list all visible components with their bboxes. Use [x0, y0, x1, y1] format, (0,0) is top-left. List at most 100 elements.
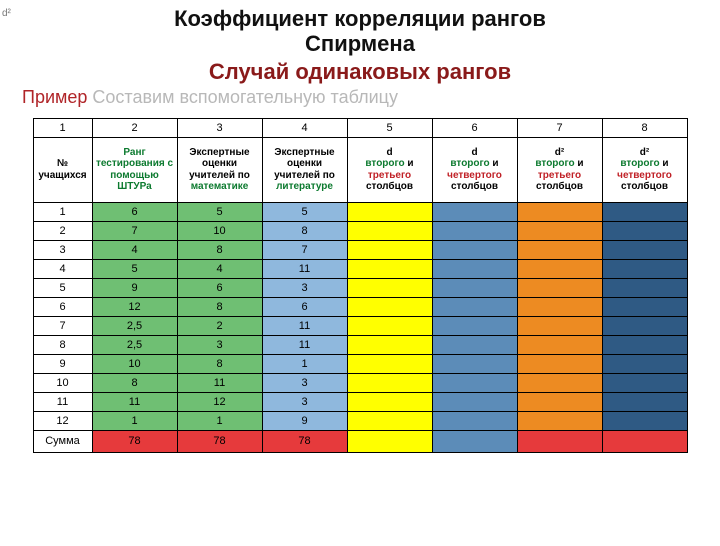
table-row: 45411: [33, 259, 687, 278]
h5-g: второго: [365, 158, 404, 169]
cell: [432, 221, 517, 240]
hnum-7: 7: [517, 118, 602, 137]
cell: [517, 354, 602, 373]
hlabel-3: Экспертные оценки учителей по математике: [177, 137, 262, 202]
hnum-8: 8: [602, 118, 687, 137]
cell: [347, 297, 432, 316]
cell: 8: [33, 335, 92, 354]
cell: [347, 221, 432, 240]
table-row: 1111123: [33, 392, 687, 411]
h6-t: столбцов: [451, 181, 498, 192]
table-row: 82,5311: [33, 335, 687, 354]
hlabel-7: d²второго и третьего столбцов: [517, 137, 602, 202]
cell: [347, 202, 432, 221]
cell: 4: [92, 240, 177, 259]
cell: 11: [92, 392, 177, 411]
cell: 10: [177, 221, 262, 240]
sum-row: Сумма 78 78 78: [33, 430, 687, 452]
hnum-6: 6: [432, 118, 517, 137]
cell: 5: [33, 278, 92, 297]
cell: 7: [33, 316, 92, 335]
hnum-1: 1: [33, 118, 92, 137]
h7-t: столбцов: [536, 181, 583, 192]
cell: 12: [177, 392, 262, 411]
sum-8: [602, 430, 687, 452]
cell: 2,5: [92, 335, 177, 354]
sum-c: 78: [262, 430, 347, 452]
cell: 3: [262, 373, 347, 392]
hlabel-4: Экспертные оценки учителей по литературе: [262, 137, 347, 202]
table-row: 61286: [33, 297, 687, 316]
cell: [602, 354, 687, 373]
page-subtitle: Случай одинаковых рангов: [0, 59, 720, 85]
cell: [517, 297, 602, 316]
cell: 7: [262, 240, 347, 259]
h5-and: и: [405, 158, 414, 169]
cell: 8: [177, 354, 262, 373]
cell: [432, 202, 517, 221]
cell: [602, 221, 687, 240]
cell: 5: [177, 202, 262, 221]
h7-and: и: [575, 158, 584, 169]
cell: [517, 202, 602, 221]
cell: 1: [92, 411, 177, 430]
cell: 4: [33, 259, 92, 278]
sum-7: [517, 430, 602, 452]
cell: [517, 316, 602, 335]
header-num-row: 1 2 3 4 5 6 7 8: [33, 118, 687, 137]
h6-r: четвертого: [447, 170, 502, 181]
cell: [517, 373, 602, 392]
cell: 2: [177, 316, 262, 335]
cell: [602, 297, 687, 316]
title-line1: Коэффициент корреляции рангов: [174, 6, 546, 31]
cell: [347, 335, 432, 354]
hnum-5: 5: [347, 118, 432, 137]
cell: [517, 392, 602, 411]
sum-a: 78: [92, 430, 177, 452]
h5-t: столбцов: [366, 181, 413, 192]
h7-r: третьего: [538, 170, 581, 181]
cell: [602, 373, 687, 392]
h5-a: d: [386, 147, 392, 158]
cell: [517, 240, 602, 259]
cell: 1: [33, 202, 92, 221]
sum-5: [347, 430, 432, 452]
cell: 10: [92, 354, 177, 373]
cell: [517, 411, 602, 430]
header-label-row: № учащихся Ранг тестирования с помощью Ш…: [33, 137, 687, 202]
cell: [432, 354, 517, 373]
h7-a: d²: [555, 147, 564, 158]
prompt-red: Пример: [22, 87, 87, 107]
cell: [602, 240, 687, 259]
cell: [432, 278, 517, 297]
cell: [602, 259, 687, 278]
cell: 11: [177, 373, 262, 392]
h8-r: четвертого: [617, 170, 672, 181]
h5-r: третьего: [368, 170, 411, 181]
cell: 8: [92, 373, 177, 392]
page-title: Коэффициент корреляции рангов Спирмена: [0, 6, 720, 57]
cell: 5: [92, 259, 177, 278]
cell: 1: [262, 354, 347, 373]
cell: [432, 259, 517, 278]
table-row: 91081: [33, 354, 687, 373]
cell: [517, 259, 602, 278]
cell: [517, 221, 602, 240]
cell: 10: [33, 373, 92, 392]
cell: 6: [33, 297, 92, 316]
cell: 3: [33, 240, 92, 259]
cell: 8: [177, 297, 262, 316]
cell: [347, 278, 432, 297]
cell: [347, 316, 432, 335]
cell: [347, 240, 432, 259]
h6-a: d: [471, 147, 477, 158]
h8-a: d²: [640, 147, 649, 158]
cell: 11: [262, 259, 347, 278]
sum-b: 78: [177, 430, 262, 452]
sum-6: [432, 430, 517, 452]
cell: 8: [262, 221, 347, 240]
hlabel-6: dвторого и четвертого столбцов: [432, 137, 517, 202]
cell: 3: [177, 335, 262, 354]
cell: [517, 278, 602, 297]
hnum-2: 2: [92, 118, 177, 137]
